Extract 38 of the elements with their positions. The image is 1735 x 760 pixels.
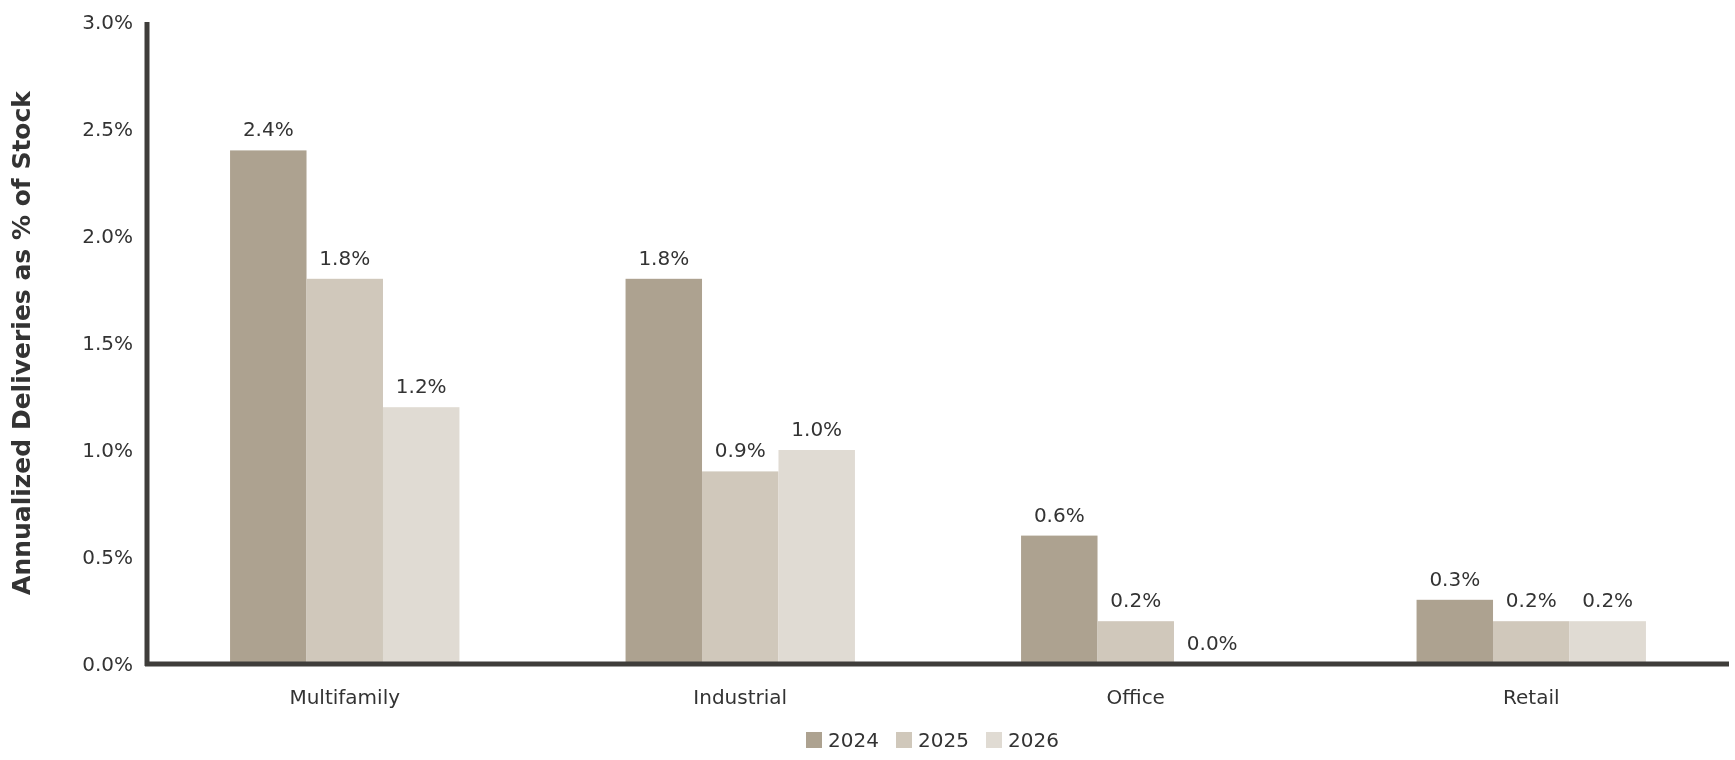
text: 2.4% xyxy=(242,117,294,142)
y-tick-label: 1.0% xyxy=(82,438,133,462)
bar xyxy=(306,278,383,664)
x-tick-label: Office xyxy=(1106,685,1165,709)
y-axis-title: Annualized Deliveries as % of Stock xyxy=(7,89,36,595)
text: 0.2% xyxy=(1505,588,1557,613)
bar xyxy=(778,450,855,664)
text: 0.2% xyxy=(1110,588,1162,613)
text: 0.6% xyxy=(1033,502,1085,527)
bar xyxy=(1097,621,1174,664)
legend-label: 2024 xyxy=(828,728,879,752)
bar xyxy=(1021,535,1098,664)
x-tick-label: Retail xyxy=(1502,685,1560,709)
y-tick-label: 0.5% xyxy=(82,545,133,569)
bar xyxy=(382,407,460,664)
text: 1.8% xyxy=(319,245,371,270)
bar xyxy=(230,150,307,664)
y-tick-label: 1.5% xyxy=(82,331,133,355)
bar xyxy=(1493,621,1570,664)
x-tick-label: Industrial xyxy=(693,685,788,709)
text: 0.2% xyxy=(1582,588,1634,613)
text: 1.2% xyxy=(395,374,447,399)
text: 1.0% xyxy=(791,417,843,441)
text: 0.3% xyxy=(1429,566,1481,591)
bar xyxy=(1416,599,1494,664)
y-tick-label: 3.0% xyxy=(82,10,133,34)
y-tick-label: 0.0% xyxy=(82,652,133,676)
text: 0.9% xyxy=(714,438,766,463)
y-tick-label: 2.0% xyxy=(82,224,133,248)
legend-label: 2026 xyxy=(1008,728,1059,752)
text: 0.0% xyxy=(1186,631,1238,655)
x-tick-label: Multifamily xyxy=(289,685,401,709)
bar xyxy=(625,278,703,664)
bar xyxy=(702,471,779,664)
legend-label: 2025 xyxy=(918,728,969,752)
y-tick-label: 2.5% xyxy=(82,117,133,141)
bar xyxy=(1569,621,1646,664)
text: 1.8% xyxy=(638,245,690,270)
